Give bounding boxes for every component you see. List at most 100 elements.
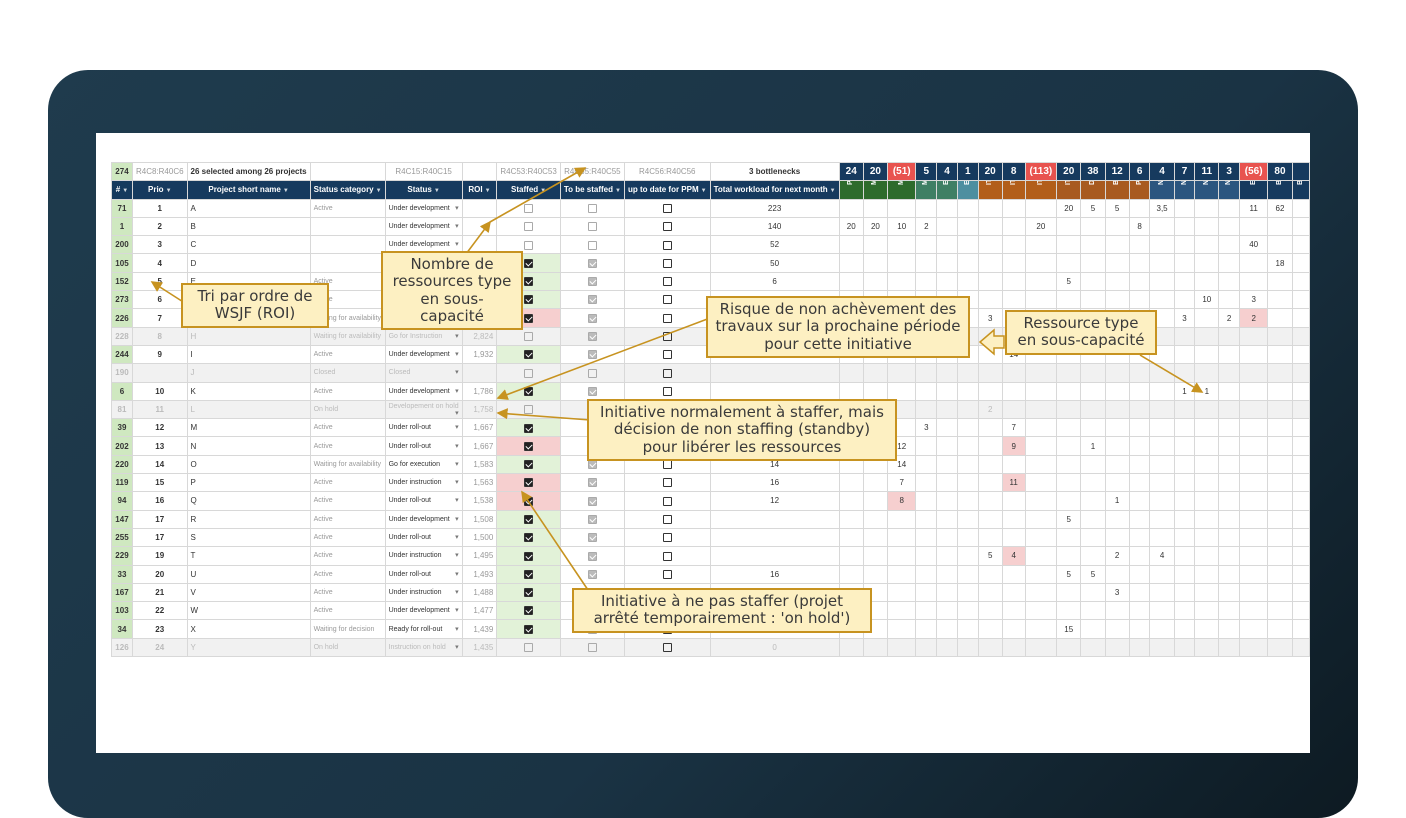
staffed-checkbox[interactable] bbox=[524, 606, 534, 616]
status-dropdown-icon[interactable]: ▾ bbox=[455, 534, 459, 542]
status-dropdown-icon[interactable]: ▾ bbox=[455, 479, 459, 487]
status-dropdown-icon[interactable]: ▾ bbox=[455, 552, 459, 560]
tobe-staffed-checkbox[interactable] bbox=[587, 258, 597, 268]
tobe-staffed-checkbox[interactable] bbox=[587, 478, 597, 488]
filter-icon[interactable]: ▼ bbox=[700, 187, 707, 194]
staffed-checkbox[interactable] bbox=[524, 551, 534, 561]
table-row[interactable]: 71 1 A Active Under development ▾ 223 20 5 5 3,5 11… bbox=[111, 198, 1310, 218]
status-dropdown-icon[interactable]: ▾ bbox=[455, 643, 459, 651]
status-dropdown-icon[interactable]: ▾ bbox=[455, 223, 459, 231]
staffed-checkbox[interactable] bbox=[524, 460, 534, 470]
table-row[interactable]: 229 19 T Active Under instruction ▾ 1,495 5 4 2 4 bbox=[111, 546, 1310, 566]
filter-icon[interactable]: ▼ bbox=[829, 187, 836, 194]
tobe-staffed-checkbox[interactable] bbox=[587, 313, 597, 323]
staffed-checkbox[interactable] bbox=[524, 588, 534, 598]
status-dropdown-icon[interactable]: ▾ bbox=[455, 241, 459, 249]
status-dropdown-icon[interactable]: ▾ bbox=[455, 570, 459, 578]
uptodate-checkbox[interactable] bbox=[662, 203, 672, 213]
uptodate-checkbox[interactable] bbox=[662, 277, 672, 287]
table-row[interactable]: 255 17 S Active Under roll-out ▾ 1,500 bbox=[111, 527, 1310, 548]
tobe-staffed-checkbox[interactable] bbox=[587, 295, 597, 305]
table-row[interactable]: 1 2 B Under development ▾ 140 20 20 10 2 20 8 bbox=[111, 216, 1310, 237]
status-dropdown-icon[interactable]: ▾ bbox=[455, 387, 459, 395]
status-dropdown-icon[interactable]: ▾ bbox=[455, 625, 459, 633]
tobe-staffed-checkbox[interactable] bbox=[587, 551, 597, 561]
uptodate-checkbox[interactable] bbox=[662, 533, 672, 543]
status-dropdown-icon[interactable]: ▾ bbox=[455, 497, 459, 505]
status-dropdown-icon[interactable]: ▾ bbox=[455, 442, 459, 450]
tobe-staffed-checkbox[interactable] bbox=[587, 643, 597, 653]
tobe-staffed-checkbox[interactable] bbox=[587, 240, 597, 250]
uptodate-checkbox[interactable] bbox=[662, 350, 672, 360]
table-row[interactable]: 200 3 C Under development ▾ 52 40 bbox=[111, 235, 1310, 255]
tobe-staffed-checkbox[interactable] bbox=[587, 350, 597, 360]
status-dropdown-icon[interactable]: ▾ bbox=[455, 204, 459, 212]
staffed-checkbox[interactable] bbox=[524, 423, 534, 433]
uptodate-checkbox[interactable] bbox=[662, 258, 672, 268]
filter-icon[interactable]: ▼ bbox=[484, 187, 491, 194]
staffed-checkbox[interactable] bbox=[524, 386, 534, 396]
staffed-checkbox[interactable] bbox=[524, 569, 534, 579]
staffed-checkbox[interactable] bbox=[524, 277, 534, 287]
uptodate-checkbox[interactable] bbox=[662, 478, 672, 488]
status-dropdown-icon[interactable]: ▾ bbox=[455, 409, 459, 417]
table-row[interactable]: 147 17 R Active Under development ▾ 1,508 5 bbox=[111, 509, 1310, 529]
status-dropdown-icon[interactable]: ▾ bbox=[455, 369, 459, 377]
staffed-checkbox[interactable] bbox=[524, 405, 534, 415]
staffed-checkbox[interactable] bbox=[524, 368, 534, 378]
status-dropdown-icon[interactable]: ▾ bbox=[455, 515, 459, 523]
table-row[interactable]: 220 14 O Waiting for availability Go for exe… bbox=[111, 454, 1310, 475]
uptodate-checkbox[interactable] bbox=[662, 460, 672, 470]
uptodate-checkbox[interactable] bbox=[662, 368, 672, 378]
table-row[interactable]: 6 10 K Active Under development ▾ 1,786 1 1 bbox=[111, 381, 1310, 401]
uptodate-checkbox[interactable] bbox=[662, 569, 672, 579]
staffed-checkbox[interactable] bbox=[524, 350, 534, 360]
staffed-checkbox[interactable] bbox=[524, 203, 534, 213]
uptodate-checkbox[interactable] bbox=[662, 386, 672, 396]
staffed-checkbox[interactable] bbox=[524, 533, 534, 543]
table-row[interactable]: 119 15 P Active Under instruction ▾ 1,563 16 7 11 bbox=[111, 473, 1310, 493]
filter-icon[interactable]: ▼ bbox=[165, 187, 172, 194]
staffed-checkbox[interactable] bbox=[524, 496, 534, 506]
uptodate-checkbox[interactable] bbox=[662, 240, 672, 250]
tobe-staffed-checkbox[interactable] bbox=[587, 203, 597, 213]
tobe-staffed-checkbox[interactable] bbox=[587, 332, 597, 342]
uptodate-checkbox[interactable] bbox=[662, 514, 672, 524]
table-row[interactable]: 126 24 Y On hold Instruction on hold ▾ 1,435 0 bbox=[111, 637, 1310, 658]
uptodate-checkbox[interactable] bbox=[662, 643, 672, 653]
tobe-staffed-checkbox[interactable] bbox=[587, 496, 597, 506]
filter-icon[interactable]: ▼ bbox=[282, 187, 289, 194]
staffed-checkbox[interactable] bbox=[524, 478, 534, 488]
staffed-checkbox[interactable] bbox=[524, 643, 534, 653]
status-dropdown-icon[interactable]: ▾ bbox=[455, 460, 459, 468]
staffed-checkbox[interactable] bbox=[524, 514, 534, 524]
status-dropdown-icon[interactable]: ▾ bbox=[455, 424, 459, 432]
table-row[interactable]: 94 16 Q Active Under roll-out ▾ 1,538 12 8 1 bbox=[111, 491, 1310, 511]
staffed-checkbox[interactable] bbox=[524, 240, 534, 250]
tobe-staffed-checkbox[interactable] bbox=[587, 386, 597, 396]
staffed-checkbox[interactable] bbox=[524, 295, 534, 305]
staffed-checkbox[interactable] bbox=[524, 332, 534, 342]
uptodate-checkbox[interactable] bbox=[662, 332, 672, 342]
tobe-staffed-checkbox[interactable] bbox=[587, 368, 597, 378]
status-dropdown-icon[interactable]: ▾ bbox=[455, 351, 459, 359]
staffed-checkbox[interactable] bbox=[524, 222, 534, 232]
uptodate-checkbox[interactable] bbox=[662, 551, 672, 561]
filter-icon[interactable]: ▼ bbox=[615, 187, 621, 194]
staffed-checkbox[interactable] bbox=[524, 313, 534, 323]
status-dropdown-icon[interactable]: ▾ bbox=[455, 607, 459, 615]
tobe-staffed-checkbox[interactable] bbox=[587, 277, 597, 287]
filter-icon[interactable]: ▼ bbox=[433, 187, 440, 194]
tobe-staffed-checkbox[interactable] bbox=[587, 460, 597, 470]
uptodate-checkbox[interactable] bbox=[662, 222, 672, 232]
filter-icon[interactable]: ▼ bbox=[375, 187, 382, 194]
tobe-staffed-checkbox[interactable] bbox=[587, 569, 597, 579]
uptodate-checkbox[interactable] bbox=[662, 313, 672, 323]
staffed-checkbox[interactable] bbox=[524, 258, 534, 268]
table-row[interactable]: 190 J Closed Closed ▾ bbox=[111, 363, 1310, 383]
status-dropdown-icon[interactable]: ▾ bbox=[455, 588, 459, 596]
tobe-staffed-checkbox[interactable] bbox=[587, 533, 597, 543]
staffed-checkbox[interactable] bbox=[524, 441, 534, 451]
filter-icon[interactable]: ▼ bbox=[122, 187, 129, 194]
tobe-staffed-checkbox[interactable] bbox=[587, 222, 597, 232]
